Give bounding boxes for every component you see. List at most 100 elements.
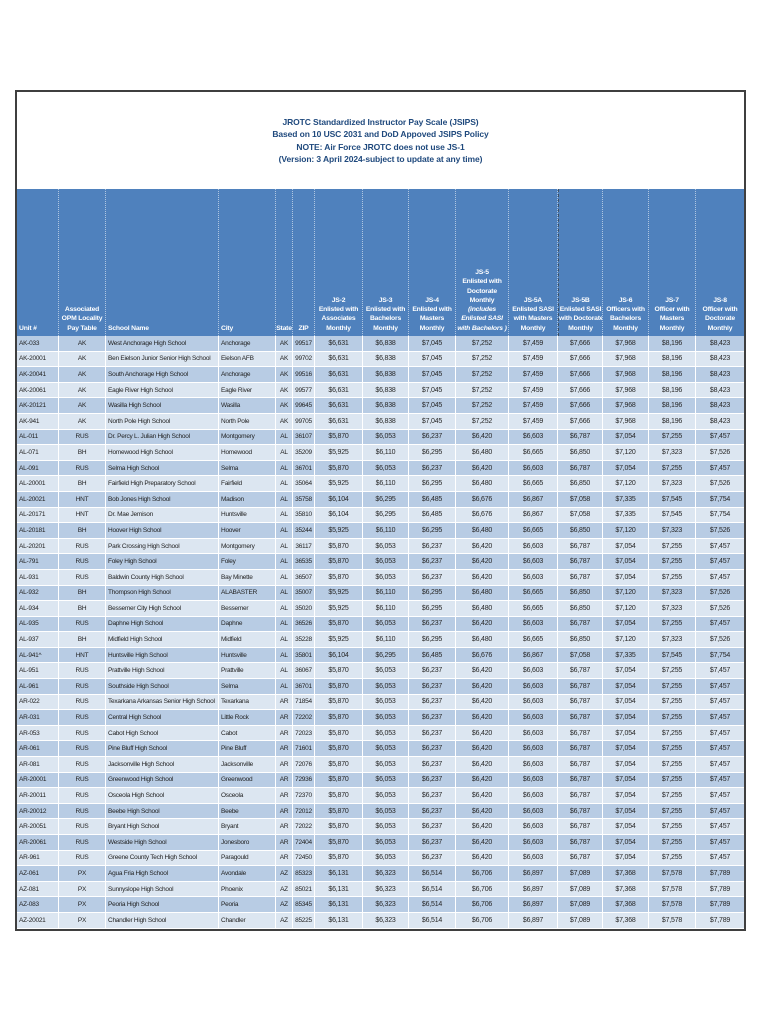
cell-pay-js5: $6,420 <box>456 554 509 570</box>
cell-pay-js3: $6,053 <box>363 569 409 586</box>
cell-zip: 71601 <box>293 741 315 758</box>
cell-pay-js2: $5,870 <box>315 710 363 726</box>
cell-pay-js6: $7,968 <box>603 382 649 399</box>
cell-school-name: Osceola High School <box>106 788 219 804</box>
cell-pay-js8: $8,423 <box>696 398 744 414</box>
cell-pay-js7: $7,323 <box>649 632 696 648</box>
cell-state: AL <box>276 616 293 633</box>
cell-unit: AL-935 <box>17 616 59 633</box>
cell-pay-js8: $7,457 <box>696 819 744 835</box>
cell-pay-js8: $7,457 <box>696 741 744 758</box>
cell-unit: AR-081 <box>17 757 59 773</box>
header-label-line: JS-6 <box>618 296 633 304</box>
cell-pay-js7: $7,255 <box>649 616 696 633</box>
cell-school-name: Foley High School <box>106 554 219 570</box>
cell-zip: 36067 <box>293 663 315 680</box>
header-label-line: JS-3 <box>378 296 393 304</box>
cell-pay-js2: $5,870 <box>315 772 363 789</box>
cell-pay-js5a: $6,603 <box>509 772 558 789</box>
cell-pay-js5b: $7,058 <box>558 491 603 508</box>
header-label-line: Pay Table <box>67 324 97 332</box>
cell-pay-js5a: $7,459 <box>509 413 558 430</box>
cell-zip: 36507 <box>293 569 315 586</box>
cell-pay-js4: $6,237 <box>409 741 456 758</box>
cell-school-name: Midfield High School <box>106 632 219 648</box>
cell-pay-js7: $7,545 <box>649 647 696 664</box>
cell-zip: 72370 <box>293 788 315 804</box>
cell-pay-js5b: $6,787 <box>558 569 603 586</box>
cell-opm-locality: PX <box>59 866 106 882</box>
cell-pay-js5a: $6,665 <box>509 476 558 492</box>
cell-city: Montgomery <box>219 429 276 446</box>
cell-city: Pine Bluff <box>219 741 276 758</box>
cell-pay-js8: $8,423 <box>696 413 744 430</box>
cell-city: Greenwood <box>219 772 276 789</box>
cell-pay-js8: $7,457 <box>696 803 744 820</box>
table-row: AL-934 BH Bessemer City High School Besseme… <box>17 601 744 617</box>
cell-unit: AL-091 <box>17 460 59 477</box>
cell-pay-js7: $7,545 <box>649 507 696 524</box>
cell-pay-js4: $6,237 <box>409 710 456 726</box>
cell-pay-js5b: $7,089 <box>558 897 603 913</box>
cell-unit: AL-071 <box>17 445 59 461</box>
cell-pay-js5b: $7,666 <box>558 382 603 399</box>
cell-pay-js8: $7,789 <box>696 897 744 913</box>
cell-opm-locality: AK <box>59 336 106 352</box>
cell-city: Anchorage <box>219 336 276 352</box>
table-row: AR-031 RUS Central High School Little Rock A… <box>17 710 744 726</box>
cell-pay-js5: $7,252 <box>456 413 509 430</box>
cell-zip: 99702 <box>293 351 315 368</box>
cell-opm-locality: RUS <box>59 538 106 555</box>
cell-pay-js8: $7,457 <box>696 772 744 789</box>
cell-zip: 99705 <box>293 413 315 430</box>
cell-pay-js4: $6,485 <box>409 647 456 664</box>
cell-pay-js6: $7,120 <box>603 601 649 617</box>
cell-pay-js2: $6,104 <box>315 491 363 508</box>
cell-pay-js8: $7,457 <box>696 694 744 711</box>
cell-pay-js5a: $6,897 <box>509 912 558 929</box>
cell-opm-locality: BH <box>59 632 106 648</box>
cell-zip: 72404 <box>293 835 315 851</box>
table-row: AK-20041 AK South Anchorage High School Anc… <box>17 367 744 383</box>
cell-pay-js6: $7,054 <box>603 788 649 804</box>
cell-city: Huntsville <box>219 647 276 664</box>
cell-pay-js6: $7,335 <box>603 647 649 664</box>
cell-pay-js5a: $6,603 <box>509 679 558 695</box>
cell-pay-js6: $7,054 <box>603 803 649 820</box>
cell-unit: AZ-061 <box>17 866 59 882</box>
cell-pay-js3: $6,838 <box>363 413 409 430</box>
cell-pay-js5: $6,420 <box>456 694 509 711</box>
cell-unit: AL-791 <box>17 554 59 570</box>
cell-pay-js5a: $6,665 <box>509 445 558 461</box>
cell-pay-js7: $8,196 <box>649 413 696 430</box>
cell-pay-js7: $7,255 <box>649 741 696 758</box>
header-label-line: with Bachelors ) <box>457 324 507 332</box>
cell-school-name: South Anchorage High School <box>106 367 219 383</box>
table-row: AL-20171 HNT Dr. Mae Jemison Huntsville AL 35… <box>17 507 744 524</box>
cell-pay-js5: $6,420 <box>456 679 509 695</box>
cell-city: Anchorage <box>219 367 276 383</box>
cell-pay-js5b: $6,850 <box>558 523 603 539</box>
cell-state: AR <box>276 788 293 804</box>
cell-pay-js5: $7,252 <box>456 336 509 352</box>
cell-pay-js5a: $6,603 <box>509 460 558 477</box>
cell-school-name: Agua Fria High School <box>106 866 219 882</box>
header-label-line: JS-4 <box>425 296 439 304</box>
cell-zip: 36701 <box>293 679 315 695</box>
cell-pay-js5: $7,252 <box>456 367 509 383</box>
cell-state: AR <box>276 772 293 789</box>
cell-pay-js4: $7,045 <box>409 336 456 352</box>
table-row: AL-091 RUS Selma High School Selma AL 36701 $5… <box>17 460 744 477</box>
cell-pay-js6: $7,120 <box>603 632 649 648</box>
cell-pay-js4: $6,485 <box>409 491 456 508</box>
header-label-line: Masters <box>419 315 445 323</box>
cell-pay-js5a: $6,603 <box>509 616 558 633</box>
cell-unit: AL-20171 <box>17 507 59 524</box>
cell-unit: AR-20001 <box>17 772 59 789</box>
cell-state: AR <box>276 803 293 820</box>
cell-pay-js5a: $6,603 <box>509 694 558 711</box>
cell-pay-js5a: $6,867 <box>509 507 558 524</box>
cell-pay-js5: $7,252 <box>456 398 509 414</box>
cell-pay-js6: $7,054 <box>603 429 649 446</box>
